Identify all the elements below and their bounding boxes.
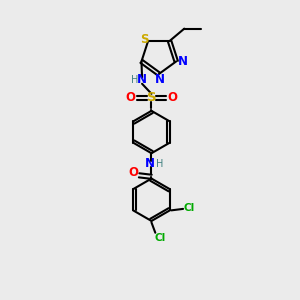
Text: N: N	[145, 157, 155, 170]
Text: Cl: Cl	[155, 233, 166, 243]
Text: Cl: Cl	[184, 203, 195, 213]
Text: N: N	[137, 74, 147, 86]
Text: N: N	[178, 55, 188, 68]
Text: H: H	[156, 158, 164, 169]
Text: O: O	[168, 91, 178, 104]
Text: H: H	[131, 75, 138, 85]
Text: S: S	[140, 33, 148, 46]
Text: S: S	[147, 91, 156, 104]
Text: O: O	[125, 91, 135, 104]
Text: O: O	[128, 167, 138, 179]
Text: N: N	[155, 73, 165, 86]
